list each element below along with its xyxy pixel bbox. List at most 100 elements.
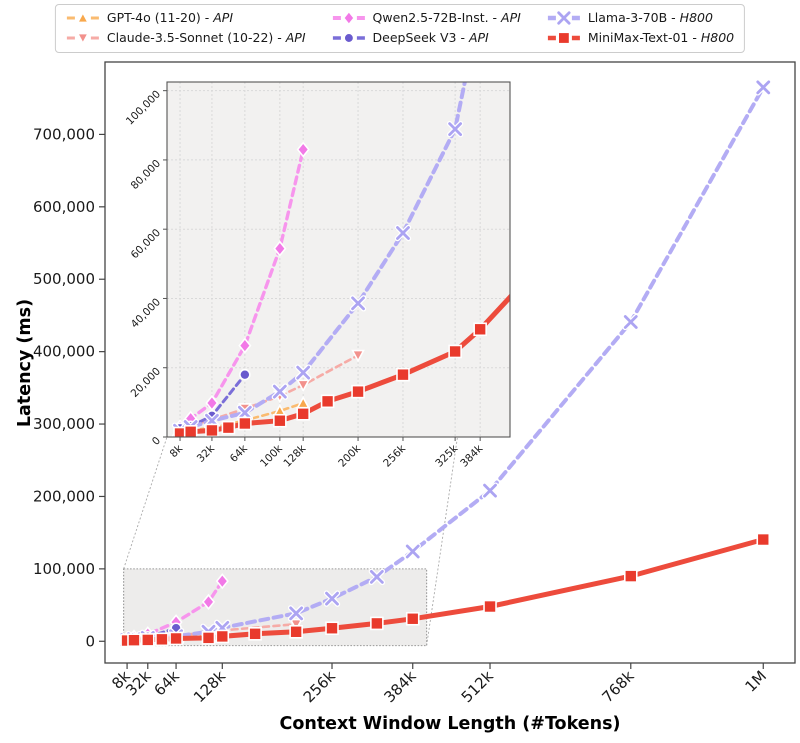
- x-tick-label: 384k: [380, 667, 419, 706]
- triangle-down-marker: [296, 379, 311, 393]
- legend-label: DeepSeek V3 - API: [372, 30, 489, 45]
- y-tick-label: 100,000: [33, 560, 95, 578]
- square-marker: [351, 384, 365, 399]
- x-marker: [236, 404, 254, 421]
- square-marker: [473, 322, 487, 337]
- square-marker: [448, 344, 462, 359]
- inset-x-tick-label: 325k: [433, 442, 461, 470]
- x-marker: [622, 313, 639, 331]
- square-legend-icon: [547, 31, 580, 45]
- square-marker: [483, 599, 497, 614]
- square-marker: [201, 631, 216, 645]
- triangle-up-legend-icon: [66, 11, 99, 24]
- inset-y-tick-label: 60,000: [129, 227, 163, 261]
- legend: GPT-4o (11-20) - API Claude-3.5-Sonnet (1…: [54, 4, 746, 53]
- square-marker: [248, 627, 262, 641]
- legend-label: Claude-3.5-Sonnet (10-22) - API: [106, 30, 306, 45]
- square-marker: [325, 621, 339, 636]
- y-tick-label: 0: [85, 632, 95, 650]
- y-axis-label: Latency (ms): [15, 298, 35, 428]
- inset-x-tick-label: 256k: [381, 442, 409, 470]
- x-tick-label: 256k: [300, 667, 339, 706]
- legend-item-llama-3-70b: Llama-3-70B - H800: [547, 8, 734, 28]
- legend-label: MiniMax-Text-01 - H800: [587, 30, 735, 45]
- x-tick-label: 128k: [190, 667, 229, 706]
- x-marker: [481, 482, 499, 499]
- diamond-legend-icon: [332, 10, 365, 26]
- square-marker: [528, 265, 540, 277]
- square-marker: [273, 413, 287, 428]
- x-marker: [555, 10, 572, 26]
- circle-marker: [342, 32, 355, 44]
- legend-item-deepseek-v3: DeepSeek V3 - API: [332, 28, 521, 48]
- x-marker: [287, 605, 305, 622]
- inset-x-tick-label: 200k: [336, 442, 364, 470]
- diamond-marker: [201, 593, 216, 610]
- square-marker: [289, 624, 303, 639]
- inset-x-tick-label: 384k: [458, 442, 486, 470]
- square-marker: [756, 532, 771, 547]
- x-marker: [755, 79, 772, 96]
- square-marker: [183, 425, 198, 437]
- diamond-marker: [273, 240, 287, 257]
- triangle-down-marker: [351, 349, 365, 363]
- square-marker: [140, 633, 155, 647]
- square-marker: [557, 31, 571, 45]
- circle-legend-icon: [332, 32, 365, 44]
- x-marker: [394, 224, 412, 242]
- y-tick-label: 700,000: [33, 125, 95, 143]
- x-marker: [404, 543, 421, 560]
- connector-line-left: [123, 436, 168, 570]
- x-tick-label: 1M: [741, 667, 770, 696]
- circle-marker: [239, 368, 251, 381]
- x-axis-label: Context Window Length (#Tokens): [279, 714, 621, 734]
- legend-label: Llama-3-70B - H800: [587, 10, 713, 25]
- diamond-marker: [342, 10, 355, 26]
- inset-plot-series: [171, 82, 649, 437]
- square-marker: [405, 611, 420, 626]
- x-tick-label: 512k: [458, 667, 497, 706]
- square-marker: [396, 367, 410, 382]
- square-marker: [221, 420, 236, 435]
- inset-x-tick-label: 100k: [258, 442, 286, 470]
- legend-label: Qwen2.5-72B-Inst. - API: [372, 10, 521, 25]
- x-marker: [294, 364, 312, 381]
- triangle-up-marker: [76, 11, 90, 24]
- x-marker: [323, 590, 341, 607]
- inset-y-tick-label: 20,000: [129, 365, 163, 399]
- x-legend-icon: [547, 10, 580, 26]
- inset-x-tick-label: 128k: [281, 442, 309, 470]
- square-marker: [127, 633, 141, 647]
- x-tick-label: 64k: [151, 667, 184, 700]
- legend-item-claude-3-5-sonnet: Claude-3.5-Sonnet (10-22) - API: [66, 28, 306, 48]
- legend-item-qwen2-5-72b: Qwen2.5-72B-Inst. - API: [332, 8, 521, 28]
- inset-x-tick-label: 64k: [228, 442, 251, 465]
- legend-label: GPT-4o (11-20) - API: [106, 10, 234, 25]
- square-marker: [169, 631, 183, 646]
- square-marker: [296, 406, 310, 421]
- inset-y-tick-label: 0: [150, 435, 163, 448]
- square-marker: [205, 423, 219, 437]
- y-tick-label: 300,000: [33, 415, 95, 433]
- square-marker: [637, 119, 649, 131]
- x-marker: [368, 568, 386, 586]
- main-plot-series: [118, 79, 772, 649]
- square-marker: [155, 632, 169, 647]
- y-tick-label: 200,000: [33, 487, 95, 505]
- y-tick-label: 400,000: [33, 343, 95, 361]
- triangle-down-marker: [289, 618, 303, 632]
- x-tick-label: 768k: [598, 667, 637, 706]
- inset-background: [167, 82, 510, 437]
- square-marker: [215, 629, 230, 644]
- y-tick-label: 500,000: [33, 270, 95, 288]
- inset-y-tick-label: 40,000: [129, 296, 163, 330]
- inset-y-tick-label: 80,000: [129, 158, 163, 192]
- square-marker: [623, 569, 638, 583]
- main-plot-frame: [104, 61, 796, 664]
- triangle-down-legend-icon: [66, 32, 99, 45]
- square-marker: [370, 616, 384, 631]
- y-tick-label: 600,000: [33, 198, 95, 216]
- x-marker: [349, 295, 367, 312]
- square-marker: [320, 394, 335, 409]
